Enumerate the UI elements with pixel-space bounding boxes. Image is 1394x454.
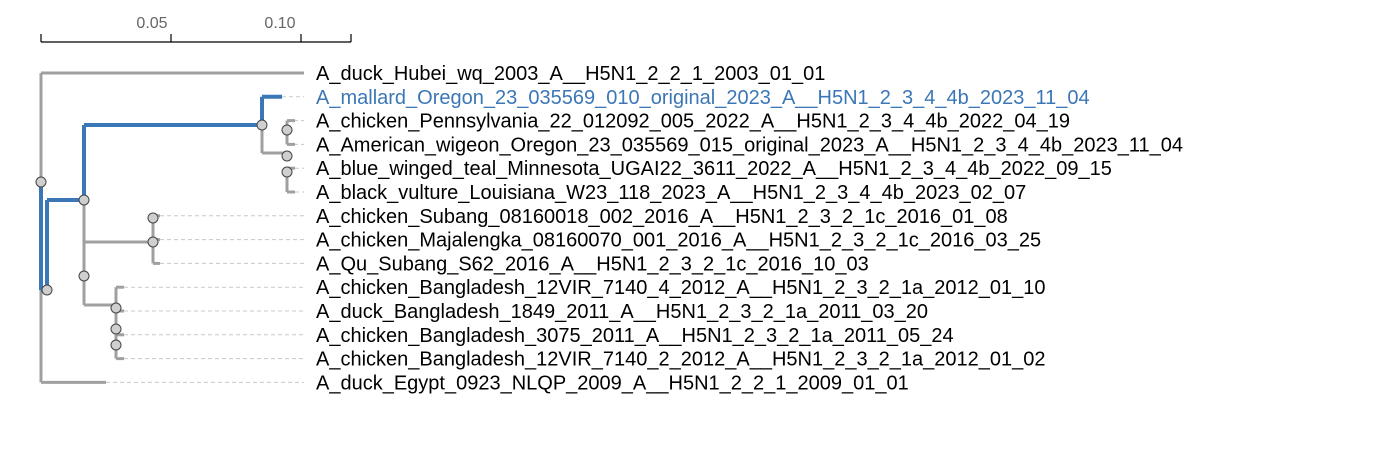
leaf-label[interactable]: A_black_vulture_Louisiana_W23_118_2023_A… xyxy=(316,182,1026,204)
leaf-label[interactable]: A_Qu_Subang_S62_2016_A__H5N1_2_3_2_1c_20… xyxy=(316,253,869,275)
leaf-label[interactable]: A_duck_Bangladesh_1849_2011_A__H5N1_2_3_… xyxy=(316,301,928,323)
leaf-label[interactable]: A_mallard_Oregon_23_035569_010_original_… xyxy=(316,87,1090,109)
tree-node[interactable] xyxy=(147,236,159,248)
tree-nodes xyxy=(35,119,293,351)
tree-node[interactable] xyxy=(281,150,293,162)
leaf-label[interactable]: A_duck_Hubei_wq_2003_A__H5N1_2_2_1_2003_… xyxy=(316,63,825,85)
tree-node[interactable] xyxy=(256,119,268,131)
leaf-label[interactable]: A_American_wigeon_Oregon_23_035569_015_o… xyxy=(316,134,1183,156)
leaf-label[interactable]: A_duck_Egypt_0923_NLQP_2009_A__H5N1_2_2_… xyxy=(316,372,909,394)
leaf-label[interactable]: A_chicken_Majalengka_08160070_001_2016_A… xyxy=(316,230,1041,252)
tree-node[interactable] xyxy=(147,212,159,224)
tree-node[interactable] xyxy=(35,176,47,188)
leaf-label[interactable]: A_blue_winged_teal_Minnesota_UGAI22_3611… xyxy=(316,158,1112,180)
scale-bar-tick-label-005: 0.05 xyxy=(136,15,167,32)
leaf-label[interactable]: A_chicken_Bangladesh_3075_2011_A__H5N1_2… xyxy=(316,325,954,347)
leaf-labels: A_duck_Hubei_wq_2003_A__H5N1_2_2_1_2003_… xyxy=(316,63,1183,394)
tree-node[interactable] xyxy=(281,166,293,178)
leaf-label[interactable]: A_chicken_Bangladesh_12VIR_7140_4_2012_A… xyxy=(316,277,1046,299)
tree-branches xyxy=(39,71,304,384)
tree-node[interactable] xyxy=(78,194,90,206)
leaf-label[interactable]: A_chicken_Subang_08160018_002_2016_A__H5… xyxy=(316,206,1008,228)
tree-node[interactable] xyxy=(281,124,293,136)
scale-bar: 0.05 0.10 xyxy=(40,15,352,43)
leaf-guide-lines xyxy=(106,96,304,383)
leaf-label[interactable]: A_chicken_Bangladesh_12VIR_7140_2_2012_A… xyxy=(316,349,1046,371)
tree-node[interactable] xyxy=(78,270,90,282)
tree-node[interactable] xyxy=(110,323,122,335)
tree-node[interactable] xyxy=(110,339,122,351)
tree-node[interactable] xyxy=(41,284,53,296)
leaf-label[interactable]: A_chicken_Pennsylvania_22_012092_005_202… xyxy=(316,111,1070,133)
tree-node[interactable] xyxy=(110,302,122,314)
scale-bar-tick-label-010: 0.10 xyxy=(264,15,295,32)
